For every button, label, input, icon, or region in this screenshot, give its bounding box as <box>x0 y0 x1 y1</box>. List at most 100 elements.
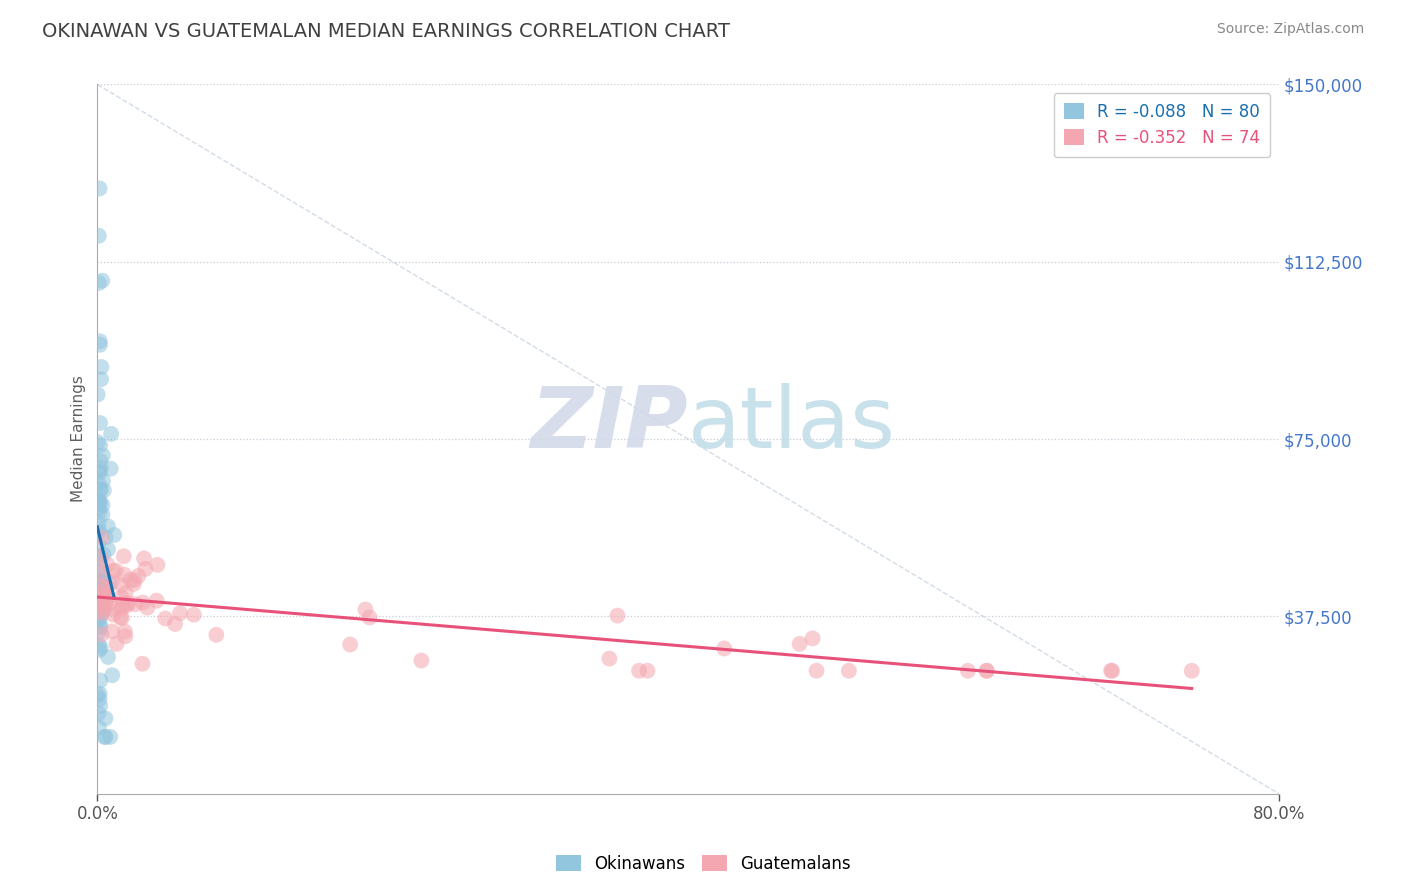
Y-axis label: Median Earnings: Median Earnings <box>72 376 86 502</box>
Point <box>127 569 149 583</box>
Point <box>155 611 177 625</box>
Point <box>89 416 111 430</box>
Point <box>89 463 111 477</box>
Point <box>93 601 115 615</box>
Point <box>956 664 979 678</box>
Point <box>89 610 111 624</box>
Text: atlas: atlas <box>688 384 896 467</box>
Point <box>628 664 651 678</box>
Point <box>91 508 114 522</box>
Point <box>86 614 108 628</box>
Point <box>90 620 112 634</box>
Point <box>87 638 110 652</box>
Point <box>91 591 114 606</box>
Text: OKINAWAN VS GUATEMALAN MEDIAN EARNINGS CORRELATION CHART: OKINAWAN VS GUATEMALAN MEDIAN EARNINGS C… <box>42 22 730 41</box>
Point <box>87 228 110 243</box>
Point <box>110 610 132 624</box>
Point <box>89 334 111 349</box>
Point <box>96 592 118 607</box>
Point <box>94 597 117 611</box>
Point <box>90 602 112 616</box>
Point <box>91 449 114 463</box>
Point <box>89 505 111 519</box>
Point <box>411 654 433 668</box>
Point <box>205 628 228 642</box>
Point <box>90 483 112 497</box>
Point <box>94 586 117 600</box>
Point <box>145 593 167 607</box>
Point <box>183 607 205 622</box>
Point <box>114 624 136 639</box>
Point <box>101 624 124 639</box>
Point <box>93 483 115 498</box>
Point <box>93 588 115 602</box>
Point <box>103 564 125 578</box>
Point <box>122 577 145 591</box>
Point <box>89 549 111 564</box>
Point <box>93 548 115 562</box>
Point <box>89 497 111 511</box>
Point <box>120 573 142 587</box>
Point <box>132 551 155 566</box>
Point <box>87 721 110 735</box>
Point <box>90 640 112 655</box>
Point <box>87 475 110 490</box>
Point <box>86 387 108 401</box>
Point <box>89 181 111 195</box>
Point <box>98 595 121 609</box>
Point <box>89 617 111 632</box>
Point <box>105 637 128 651</box>
Point <box>87 624 110 639</box>
Point <box>789 637 811 651</box>
Point <box>93 730 115 744</box>
Point <box>87 276 110 290</box>
Point <box>1181 664 1204 678</box>
Point <box>96 588 118 602</box>
Point <box>89 482 111 496</box>
Point <box>114 586 136 600</box>
Point <box>87 497 110 511</box>
Point <box>134 562 156 576</box>
Point <box>89 438 111 452</box>
Point <box>169 606 191 620</box>
Point <box>87 538 110 552</box>
Point <box>111 611 134 625</box>
Point <box>91 574 114 589</box>
Point <box>89 454 111 468</box>
Point <box>124 597 146 611</box>
Point <box>94 530 117 544</box>
Point <box>89 692 111 706</box>
Point <box>112 597 135 611</box>
Point <box>89 494 111 508</box>
Point <box>89 687 111 701</box>
Point <box>90 372 112 386</box>
Point <box>131 657 153 671</box>
Point <box>101 575 124 590</box>
Point <box>89 597 111 611</box>
Point <box>91 474 114 488</box>
Point <box>124 573 146 587</box>
Point <box>89 698 111 713</box>
Point <box>339 638 361 652</box>
Point <box>104 564 127 578</box>
Point <box>110 601 132 615</box>
Point <box>89 579 111 593</box>
Point <box>94 711 117 725</box>
Point <box>114 629 136 643</box>
Point <box>87 599 110 613</box>
Point <box>97 650 120 665</box>
Point <box>976 664 998 678</box>
Point <box>806 664 828 678</box>
Point <box>90 359 112 374</box>
Point <box>359 610 381 624</box>
Point <box>87 688 110 702</box>
Point <box>89 604 111 618</box>
Point <box>132 596 155 610</box>
Point <box>89 466 111 480</box>
Point <box>115 599 138 613</box>
Legend: Okinawans, Guatemalans: Okinawans, Guatemalans <box>548 848 858 880</box>
Point <box>1101 664 1123 678</box>
Point <box>636 664 658 678</box>
Point <box>838 664 860 678</box>
Point <box>90 587 112 601</box>
